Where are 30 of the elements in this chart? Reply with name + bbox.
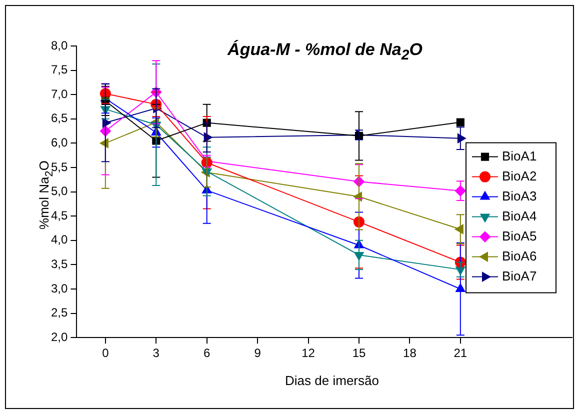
y-tick-label: 4,5 bbox=[50, 208, 68, 222]
y-tick-label: 3,5 bbox=[50, 257, 68, 272]
y-tick-label: 6,0 bbox=[50, 136, 68, 150]
y-tick-label: 3,0 bbox=[50, 281, 68, 296]
x-tick-label: 15 bbox=[352, 346, 366, 360]
y-tick-label: 7,0 bbox=[50, 86, 68, 101]
y-tick-label: 6,5 bbox=[50, 111, 68, 126]
y-tick-label: 8,0 bbox=[50, 38, 68, 52]
x-tick-label: 18 bbox=[403, 346, 417, 360]
y-tick-label: 4,0 bbox=[50, 232, 68, 247]
y-tick-label: 2,0 bbox=[50, 330, 68, 344]
legend-label: BioA3 bbox=[502, 188, 537, 204]
y-tick-label: 5,5 bbox=[50, 160, 68, 174]
legend-label: BioA6 bbox=[502, 248, 537, 264]
x-tick-label: 0 bbox=[102, 346, 110, 360]
y-tick-label: 2,5 bbox=[50, 306, 68, 320]
legend-label: BioA4 bbox=[502, 208, 537, 224]
x-tick-label: 21 bbox=[454, 346, 468, 360]
legend-label: BioA5 bbox=[502, 228, 537, 244]
legend-label: BioA7 bbox=[502, 268, 537, 284]
legend-label: BioA2 bbox=[502, 168, 537, 184]
x-tick-label: 12 bbox=[302, 346, 316, 360]
y-tick-label: 5,0 bbox=[50, 184, 68, 198]
chart-title: Água-M - %mol de Na$_{2}$O bbox=[226, 40, 424, 64]
y-tick-label: 7,5 bbox=[50, 62, 68, 77]
x-axis-title: Dias de imersão bbox=[284, 373, 380, 388]
x-tick-label: 9 bbox=[254, 346, 262, 360]
legend-label: BioA1 bbox=[502, 148, 537, 164]
x-tick-label: 6 bbox=[204, 346, 211, 360]
x-tick-label: 3 bbox=[152, 346, 160, 360]
